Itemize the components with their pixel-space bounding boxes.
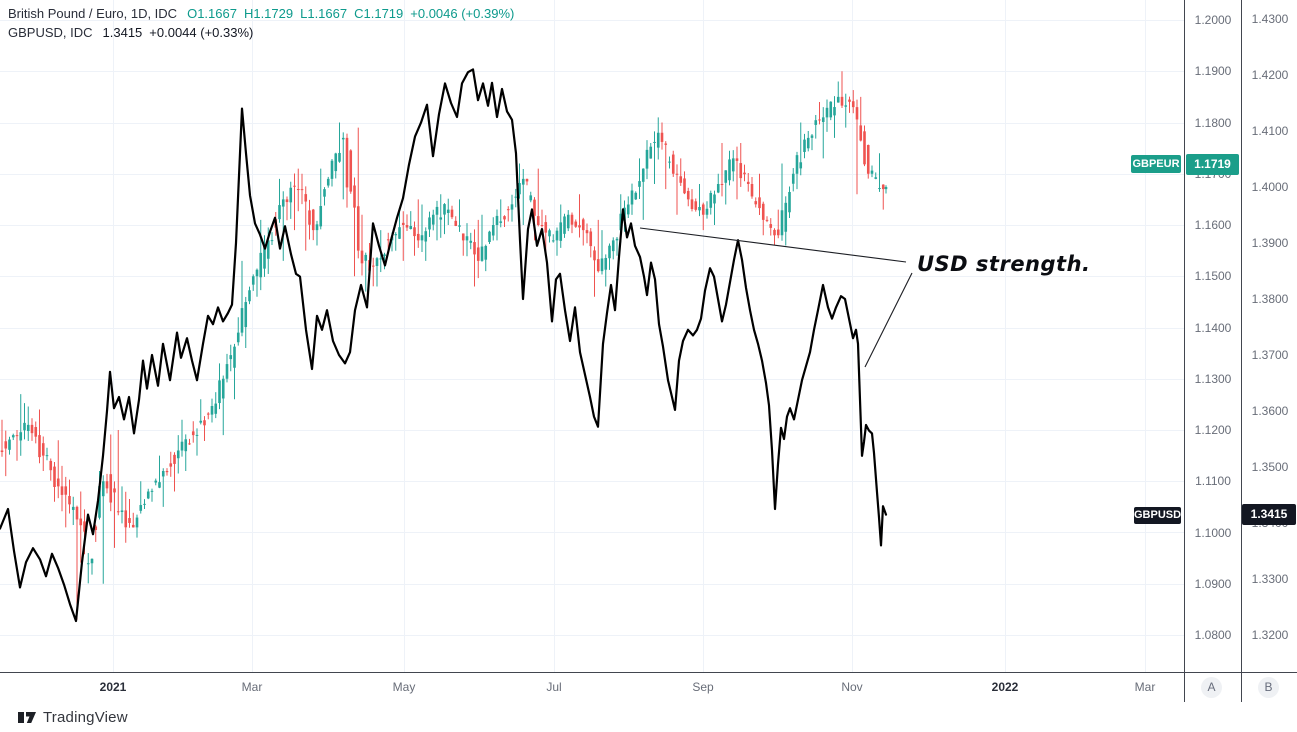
change-value: +0.0046 (+0.39%)	[410, 6, 515, 21]
gbpusd-line[interactable]	[0, 68, 888, 623]
price-tick-label: 1.4300	[1251, 12, 1289, 26]
legend-row-gbpusd[interactable]: GBPUSD, IDC 1.3415 +0.0044 (+0.33%)	[8, 23, 514, 42]
axis-separator	[1184, 673, 1185, 702]
price-tick-label: 1.3900	[1251, 236, 1289, 250]
price-tick-label: 1.1000	[1194, 525, 1232, 540]
price-scale-b-button[interactable]: B	[1258, 677, 1279, 698]
price-tick-label: 1.1200	[1194, 423, 1232, 437]
price-tick-label: 1.3800	[1251, 292, 1289, 306]
ohlc-low: L1.1667	[300, 6, 348, 21]
time-tick-label: Mar	[1134, 680, 1156, 694]
price-tick-label: 1.3300	[1251, 572, 1289, 586]
annotation-usd-strength[interactable]: USD strength.	[917, 252, 1091, 276]
price-tick-label: 1.0900	[1194, 576, 1232, 591]
tradingview-logo[interactable]: TradingView	[18, 709, 128, 726]
price-tick-label: 1.2000	[1194, 13, 1232, 27]
overlay-price: 1.3415	[102, 25, 143, 40]
overlay-change: +0.0044 (+0.33%)	[149, 25, 254, 40]
price-tick-label: 1.1900	[1194, 64, 1232, 79]
price-tick-label: 1.1300	[1194, 371, 1232, 386]
bottom-bar: TradingView	[0, 702, 1297, 732]
price-tick-label: 1.4100	[1251, 124, 1289, 138]
price-axis-gbpeur[interactable]: 1.20001.19001.18001.17001.16001.15001.14…	[1184, 0, 1241, 672]
time-tick-label: 2022	[991, 680, 1019, 694]
last-price-badge-gbpusd: 1.3415	[1242, 504, 1296, 525]
time-tick-label: Sep	[692, 680, 714, 694]
price-tick-label: 1.4200	[1251, 68, 1289, 82]
ohlc-open: O1.1667	[187, 6, 237, 21]
price-axis-gbpusd[interactable]: 1.4300 1.4200 1.4100 1.4000 1.3900 1.3800 1.37…	[1241, 0, 1297, 672]
axis-separator	[1241, 673, 1242, 702]
price-tick-label: 1.3500	[1251, 460, 1289, 474]
price-tick-label: 1.4000	[1251, 180, 1289, 194]
time-tick-label: 2021	[99, 680, 127, 694]
price-tick-label: 1.1400	[1194, 320, 1232, 335]
ohlc-high: H1.1729	[243, 6, 294, 21]
time-tick-label: Jul	[546, 680, 562, 694]
ohlc-close: C1.1719	[354, 6, 404, 21]
last-price-badge-gbpeur: 1.1719	[1186, 154, 1239, 175]
tradingview-logo-icon	[18, 712, 36, 723]
price-tick-label: 1.1100	[1195, 474, 1231, 489]
legend-row-gbpeur[interactable]: British Pound / Euro, 1D, IDC O1.1667 H1…	[8, 4, 514, 23]
chart-plot-area[interactable]	[0, 0, 1184, 672]
time-axis[interactable]: A B 2021 Mar May Jul Sep Nov 2022 Mar	[0, 672, 1297, 703]
tradingview-logo-text: TradingView	[43, 709, 128, 726]
price-tick-label: 1.3700	[1251, 348, 1289, 362]
symbol-title-gbpusd[interactable]: GBPUSD, IDC	[8, 25, 93, 40]
price-tick-label: 1.3600	[1251, 404, 1289, 418]
annotation-pointer-lines[interactable]	[639, 227, 913, 368]
chart-legend: British Pound / Euro, 1D, IDC O1.1667 H1…	[8, 4, 514, 42]
gbpeur-candles	[0, 71, 888, 620]
time-tick-label: Nov	[841, 680, 863, 694]
price-tick-label: 1.3200	[1251, 628, 1289, 642]
price-tick-label: 1.1500	[1194, 269, 1232, 284]
price-scale-a-button[interactable]: A	[1201, 677, 1222, 698]
price-tick-label: 1.0800	[1194, 628, 1232, 642]
gridlines	[0, 0, 1184, 672]
series-label-badge-gbpusd: GBPUSD	[1134, 507, 1181, 524]
price-tick-label: 1.1800	[1194, 115, 1232, 130]
symbol-title-gbpeur[interactable]: British Pound / Euro, 1D, IDC	[8, 6, 178, 21]
time-tick-label: Mar	[241, 680, 263, 694]
price-tick-label: 1.1600	[1194, 218, 1232, 232]
time-tick-label: May	[392, 680, 416, 694]
series-label-badge-gbpeur: GBPEUR	[1131, 155, 1181, 173]
